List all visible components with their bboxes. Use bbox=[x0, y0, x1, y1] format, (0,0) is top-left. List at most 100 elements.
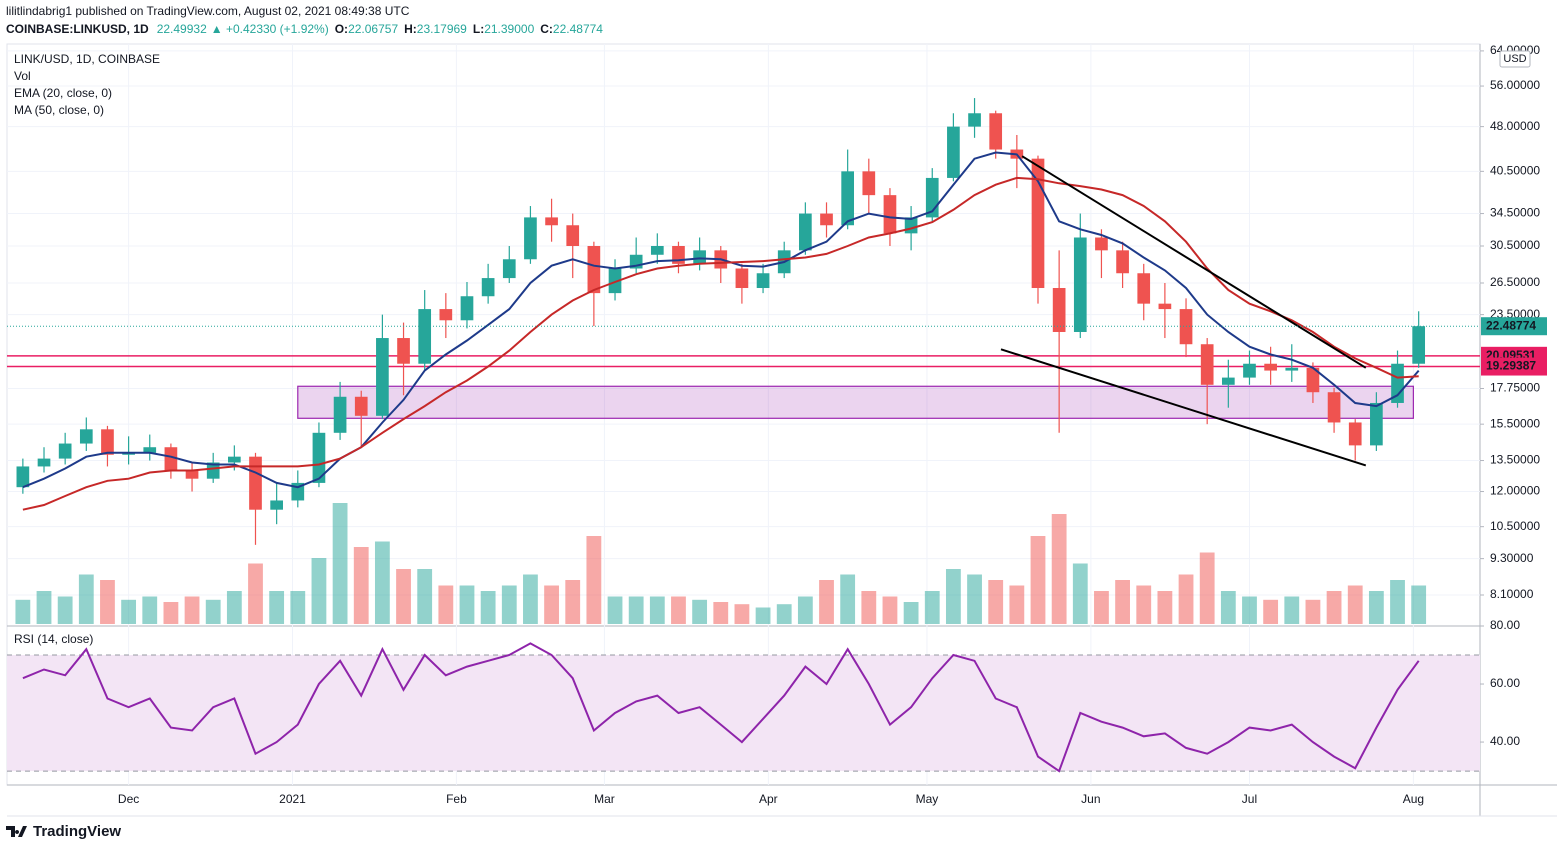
ohlc-label: C: bbox=[540, 22, 553, 36]
volume-bar bbox=[36, 591, 52, 624]
volume-bar bbox=[1199, 552, 1215, 624]
volume-bar bbox=[586, 536, 602, 624]
indicator-line bbox=[22, 151, 1420, 489]
volume-bar bbox=[1263, 599, 1279, 624]
volume-bar bbox=[1094, 591, 1109, 624]
volume-bar bbox=[692, 599, 708, 624]
y-tick-label: 17.75000 bbox=[1490, 381, 1540, 395]
volume-bar bbox=[353, 547, 369, 624]
candle-body bbox=[164, 447, 178, 471]
candle-body bbox=[1116, 250, 1129, 274]
y-tick-label: 9.30000 bbox=[1490, 551, 1534, 565]
plot-area bbox=[7, 98, 1480, 773]
legend-ma: MA (50, close, 0) bbox=[14, 103, 104, 117]
candle-body bbox=[1052, 288, 1066, 332]
candle-body bbox=[185, 470, 199, 479]
volume-bar bbox=[797, 596, 813, 624]
symbol: COINBASE:LINKUSD, 1D bbox=[6, 22, 149, 36]
candle-body bbox=[693, 250, 706, 264]
volume-bar bbox=[1390, 580, 1405, 624]
candle-body bbox=[650, 245, 664, 255]
volume-bar bbox=[565, 580, 581, 624]
candle-body bbox=[608, 268, 622, 294]
volume-bar bbox=[396, 569, 411, 624]
axes: Dec 2021 Feb Mar Apr May Jun Jul Aug 8.10000 9.300… bbox=[118, 43, 1547, 806]
x-tick-label: Jun bbox=[1081, 792, 1100, 806]
volume-bar bbox=[755, 607, 771, 624]
candle-body bbox=[1221, 377, 1235, 385]
indicator-line bbox=[22, 642, 1420, 773]
y-tick-label: 40.50000 bbox=[1490, 164, 1540, 178]
candle-body bbox=[418, 309, 432, 364]
candle-body bbox=[947, 126, 960, 178]
candle-body bbox=[270, 500, 283, 510]
volume-bar bbox=[248, 563, 263, 624]
currency-label: USD bbox=[1503, 53, 1526, 65]
y-tick-label: 12.00000 bbox=[1490, 484, 1540, 498]
volume-bar bbox=[100, 580, 115, 624]
x-tick-label: Jul bbox=[1242, 792, 1257, 806]
ohlc-value: 23.17969 bbox=[417, 22, 467, 36]
y-tick-label: 34.50000 bbox=[1490, 206, 1540, 220]
y-tick-label: 30.50000 bbox=[1490, 238, 1540, 252]
volume-bar bbox=[184, 596, 200, 624]
price: 22.49932 bbox=[157, 22, 207, 36]
candle-body bbox=[439, 309, 453, 321]
volume-bar bbox=[945, 569, 961, 624]
candle-body bbox=[58, 443, 72, 459]
volume-bar bbox=[438, 585, 454, 624]
candle-body bbox=[16, 466, 30, 488]
volume-bar bbox=[311, 558, 327, 624]
candle-body bbox=[376, 338, 389, 416]
y-tick-label: 26.50000 bbox=[1490, 275, 1540, 289]
published-line: lilitlindabrig1 published on TradingView… bbox=[6, 4, 410, 18]
candle-body bbox=[799, 213, 812, 251]
candle-body bbox=[735, 268, 749, 289]
volume-bar bbox=[290, 591, 306, 624]
volume-bar bbox=[1136, 585, 1152, 624]
volume-bar bbox=[142, 596, 158, 624]
y-tick-label: 80.00 bbox=[1490, 618, 1520, 632]
legend-volume: Vol bbox=[14, 69, 31, 83]
volume-bar bbox=[57, 596, 73, 624]
y-tick-label: 10.50000 bbox=[1490, 519, 1540, 533]
price-label-box bbox=[1481, 357, 1547, 376]
y-tick-label: 15.50000 bbox=[1490, 416, 1540, 430]
candle-body bbox=[1306, 367, 1320, 393]
volume-bar bbox=[1178, 574, 1194, 624]
volume-bar bbox=[967, 574, 982, 624]
volume-bar bbox=[1072, 563, 1088, 624]
candle-body bbox=[1137, 273, 1151, 304]
volume-bar bbox=[671, 596, 686, 624]
candle-body bbox=[1348, 422, 1362, 446]
volume-bar bbox=[374, 541, 390, 624]
volume-bar bbox=[1368, 591, 1384, 624]
symbol-line: COINBASE:LINKUSD, 1D 22.49932 ▲ +0.42330 (… bbox=[6, 22, 603, 36]
indicator-line bbox=[22, 176, 1419, 511]
ohlc-label: O: bbox=[335, 22, 348, 36]
candle-body bbox=[228, 456, 241, 463]
candle-body bbox=[989, 113, 1003, 150]
candle-body bbox=[1243, 363, 1256, 378]
candle-body bbox=[249, 456, 262, 510]
candle-body bbox=[524, 217, 537, 260]
candle-body bbox=[545, 217, 558, 226]
volume-bar bbox=[734, 604, 750, 624]
volume-bar bbox=[861, 591, 877, 624]
candle-body bbox=[1095, 237, 1108, 251]
change: ▲ +0.42330 (+1.92%) bbox=[211, 22, 329, 36]
volume-bar bbox=[1115, 580, 1130, 624]
volume-bar bbox=[628, 596, 644, 624]
candle-body bbox=[756, 273, 770, 289]
volume-bar bbox=[1030, 536, 1046, 624]
ohlc-label: H: bbox=[404, 22, 417, 36]
x-tick-label: Mar bbox=[594, 792, 615, 806]
x-tick-label: 2021 bbox=[279, 792, 306, 806]
volume-bar bbox=[1220, 591, 1236, 624]
candle-body bbox=[1391, 363, 1404, 403]
candle-body bbox=[968, 113, 981, 127]
y-tick-label: 56.00000 bbox=[1490, 78, 1540, 92]
candle-body bbox=[820, 213, 833, 226]
volume-bar bbox=[332, 503, 348, 624]
logo-icon bbox=[6, 826, 27, 837]
